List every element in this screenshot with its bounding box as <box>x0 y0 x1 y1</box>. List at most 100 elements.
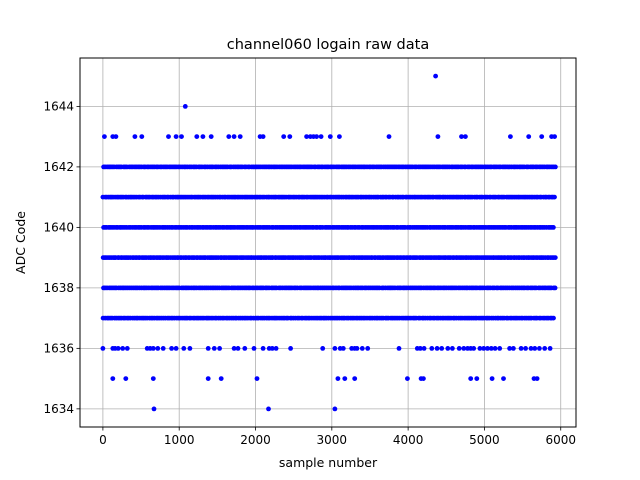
data-point <box>471 346 477 351</box>
data-point <box>342 376 348 381</box>
data-point <box>179 134 184 140</box>
data-point <box>208 134 214 140</box>
data-point <box>508 134 513 140</box>
data-point <box>320 346 326 351</box>
data-point <box>365 346 371 351</box>
x-tick-label: 2000 <box>240 433 271 447</box>
data-point <box>260 134 266 140</box>
data-point <box>260 346 266 351</box>
data-point <box>181 346 187 351</box>
data-point <box>528 346 534 351</box>
data-point <box>474 376 480 381</box>
data-point <box>150 346 156 351</box>
data-point <box>335 376 341 381</box>
data-point <box>217 346 223 351</box>
data-point <box>497 346 503 351</box>
data-point <box>155 346 161 351</box>
x-tick-label: 6000 <box>545 433 576 447</box>
data-point <box>547 346 553 351</box>
data-point <box>332 406 338 412</box>
x-tick-label: 4000 <box>393 433 424 447</box>
data-point <box>417 346 423 351</box>
data-point <box>511 346 516 351</box>
plot-area <box>80 58 576 427</box>
data-point <box>552 285 558 291</box>
data-point <box>269 346 275 351</box>
data-point <box>102 134 107 140</box>
data-point <box>429 346 435 351</box>
data-point <box>337 134 342 140</box>
data-point <box>281 134 287 140</box>
data-point <box>552 134 557 140</box>
data-point <box>421 346 427 351</box>
data-point <box>218 376 224 381</box>
data-point <box>318 134 324 140</box>
data-point <box>552 255 558 260</box>
data-point <box>450 346 455 351</box>
data-point <box>551 315 556 321</box>
data-point <box>237 134 243 140</box>
data-point <box>173 346 179 351</box>
data-point <box>115 346 121 351</box>
data-point <box>120 346 126 351</box>
data-point <box>235 346 241 351</box>
y-axis-label: ADC Code <box>13 211 28 274</box>
data-point <box>110 376 116 381</box>
data-point <box>211 346 217 351</box>
data-point <box>327 134 333 140</box>
data-point <box>287 134 293 140</box>
data-point <box>518 346 524 351</box>
data-point <box>332 346 338 351</box>
x-axis-ticks: 0 1000 2000 3000 4000 5000 6000 <box>99 427 576 447</box>
y-tick-label: 1644 <box>43 100 74 114</box>
data-point <box>124 346 130 351</box>
data-point <box>340 346 346 351</box>
data-point <box>492 346 498 351</box>
x-tick-label: 5000 <box>469 433 500 447</box>
chart-title: channel060 logain raw data <box>227 37 429 53</box>
y-tick-label: 1640 <box>43 221 74 235</box>
y-axis-ticks: 1634 1636 1638 1640 1642 1644 <box>43 100 80 416</box>
data-point <box>187 346 193 351</box>
x-axis-label: sample number <box>279 455 378 470</box>
data-point <box>314 134 319 140</box>
data-point <box>150 376 156 381</box>
data-point <box>501 376 506 381</box>
data-point <box>523 346 528 351</box>
data-point <box>205 376 211 381</box>
data-point <box>139 134 145 140</box>
data-point <box>288 346 293 351</box>
data-point <box>386 134 392 140</box>
data-point <box>254 376 260 381</box>
data-point <box>456 346 462 351</box>
data-point <box>123 376 129 381</box>
data-point <box>421 376 426 381</box>
data-point <box>489 376 495 381</box>
data-point <box>266 406 271 412</box>
data-point <box>231 346 237 351</box>
data-point <box>439 346 445 351</box>
data-point <box>537 346 542 351</box>
x-tick-label: 3000 <box>317 433 348 447</box>
data-point <box>354 346 360 351</box>
data-point <box>461 346 467 351</box>
data-point <box>552 194 557 200</box>
data-point <box>132 134 138 140</box>
data-point <box>553 164 558 170</box>
y-tick-label: 1638 <box>43 281 74 295</box>
data-point <box>526 134 532 140</box>
data-point <box>160 346 166 351</box>
data-point <box>468 376 474 381</box>
data-point <box>532 346 538 351</box>
data-point <box>539 134 545 140</box>
data-point <box>445 346 451 351</box>
data-point <box>166 134 171 140</box>
data-point <box>396 346 402 351</box>
data-point <box>542 346 548 351</box>
data-point <box>463 134 468 140</box>
data-point <box>200 134 206 140</box>
data-point <box>194 134 200 140</box>
y-tick-label: 1634 <box>43 402 74 416</box>
data-point <box>182 104 188 109</box>
data-point <box>100 346 106 351</box>
